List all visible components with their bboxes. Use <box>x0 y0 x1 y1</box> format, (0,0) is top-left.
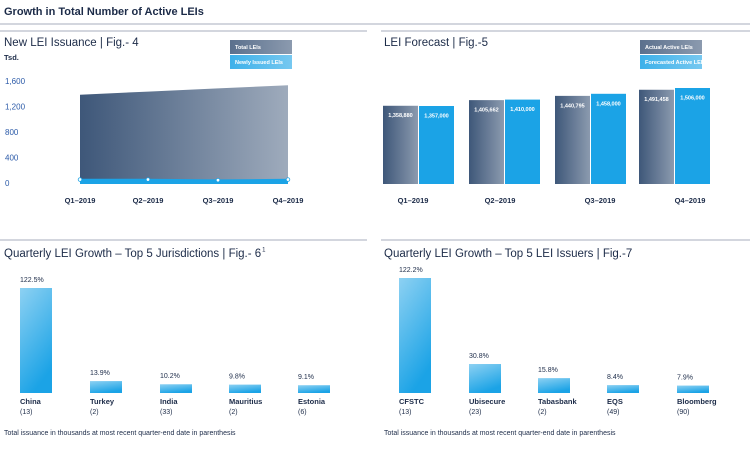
title-note: 1 <box>262 248 266 254</box>
legend-swatch <box>230 40 292 54</box>
category-note: (90) <box>677 409 689 416</box>
bar <box>383 105 418 184</box>
value-label: 9.1% <box>298 374 314 381</box>
bar <box>677 385 709 393</box>
x-tick-label: CFSTC <box>399 397 425 406</box>
value-label: 1,405,662 <box>474 108 498 114</box>
category-note: (2) <box>90 409 99 416</box>
legend-label: Actual Active LEIs <box>645 45 693 51</box>
y-tick-label: 400 <box>5 154 19 163</box>
value-label: 7.9% <box>677 374 693 381</box>
chart-title: New LEI Issuance | Fig.- 4 <box>4 37 139 49</box>
bar <box>469 100 504 184</box>
line <box>80 178 289 181</box>
legend-swatch <box>640 55 702 69</box>
bar <box>298 385 330 393</box>
page-title: Growth in Total Number of Active LEIs <box>4 6 204 18</box>
x-tick-label: Q2–2019 <box>485 196 516 205</box>
category-note: (13) <box>399 409 411 416</box>
bar <box>607 385 639 393</box>
legend-label: Total LEIs <box>235 45 261 51</box>
value-label: 13.9% <box>90 370 110 377</box>
x-tick-label: Turkey <box>90 397 115 406</box>
value-label: 1,491,458 <box>644 97 668 103</box>
x-tick-label: Q1–2019 <box>65 196 96 205</box>
x-tick-label: Q3–2019 <box>585 196 616 205</box>
x-tick-label: Q4–2019 <box>273 196 304 205</box>
bar <box>538 378 570 393</box>
category-note: (49) <box>607 409 619 416</box>
bar <box>419 106 454 184</box>
bar <box>505 99 540 184</box>
x-tick-label: Mauritius <box>229 397 262 406</box>
bar <box>639 89 674 184</box>
y-tick-label: 1,600 <box>5 77 26 86</box>
point <box>145 177 151 182</box>
bar <box>675 88 710 184</box>
chart-title: Quarterly LEI Growth – Top 5 Jurisdictio… <box>4 248 261 260</box>
legend-label: Newly Issued LEIs <box>235 60 283 66</box>
bar <box>20 288 52 393</box>
legend-label: Forecasted Active LEIs <box>645 60 705 66</box>
x-tick-label: Q4–2019 <box>675 196 706 205</box>
bar <box>160 384 192 393</box>
value-label: 1,506,000 <box>680 95 704 101</box>
category-note: (2) <box>538 409 547 416</box>
category-note: (2) <box>229 409 238 416</box>
point <box>215 177 221 183</box>
value-label: 122.2% <box>399 267 423 274</box>
area <box>80 85 288 184</box>
footnote: Total issuance in thousands at most rece… <box>4 430 236 437</box>
y-tick-label: 800 <box>5 128 19 137</box>
value-label: 1,358,880 <box>388 113 412 119</box>
legend-swatch <box>640 40 702 54</box>
bar <box>469 364 501 393</box>
value-label: 1,458,000 <box>596 101 620 107</box>
value-label: 122.5% <box>20 277 44 284</box>
category-note: (6) <box>298 409 307 416</box>
x-tick-label: Ubisecure <box>469 397 505 406</box>
legend-swatch <box>230 55 292 69</box>
bar <box>399 278 431 393</box>
bar <box>90 381 122 393</box>
point <box>285 177 291 182</box>
category-note: (13) <box>20 409 32 416</box>
x-tick-label: India <box>160 397 178 406</box>
x-tick-label: Q3–2019 <box>203 196 234 205</box>
chart-title: LEI Forecast | Fig.-5 <box>384 37 488 49</box>
value-label: 1,357,000 <box>424 113 448 119</box>
value-label: 30.8% <box>469 353 489 360</box>
value-label: 10.2% <box>160 373 180 380</box>
x-tick-label: Q1–2019 <box>398 196 429 205</box>
value-label: 15.8% <box>538 367 558 374</box>
y-axis-label: Tsd. <box>4 53 19 62</box>
bar <box>591 93 626 184</box>
x-tick-label: China <box>20 397 42 406</box>
category-note: (23) <box>469 409 481 416</box>
bar <box>555 95 590 184</box>
x-tick-label: Bloomberg <box>677 397 717 406</box>
y-tick-label: 1,200 <box>5 103 26 112</box>
bar <box>229 384 261 393</box>
value-label: 1,440,795 <box>560 103 584 109</box>
chart-title: Quarterly LEI Growth – Top 5 LEI Issuers… <box>384 248 632 260</box>
value-label: 9.8% <box>229 373 245 380</box>
value-label: 8.4% <box>607 374 623 381</box>
x-tick-label: Q2–2019 <box>133 196 164 205</box>
x-tick-label: Estonia <box>298 397 326 406</box>
point <box>77 177 83 182</box>
footnote: Total issuance in thousands at most rece… <box>384 430 616 437</box>
x-tick-label: EQS <box>607 397 623 406</box>
category-note: (33) <box>160 409 172 416</box>
y-tick-label: 0 <box>5 179 10 188</box>
x-tick-label: Tabasbank <box>538 397 577 406</box>
value-label: 1,410,000 <box>510 107 534 113</box>
